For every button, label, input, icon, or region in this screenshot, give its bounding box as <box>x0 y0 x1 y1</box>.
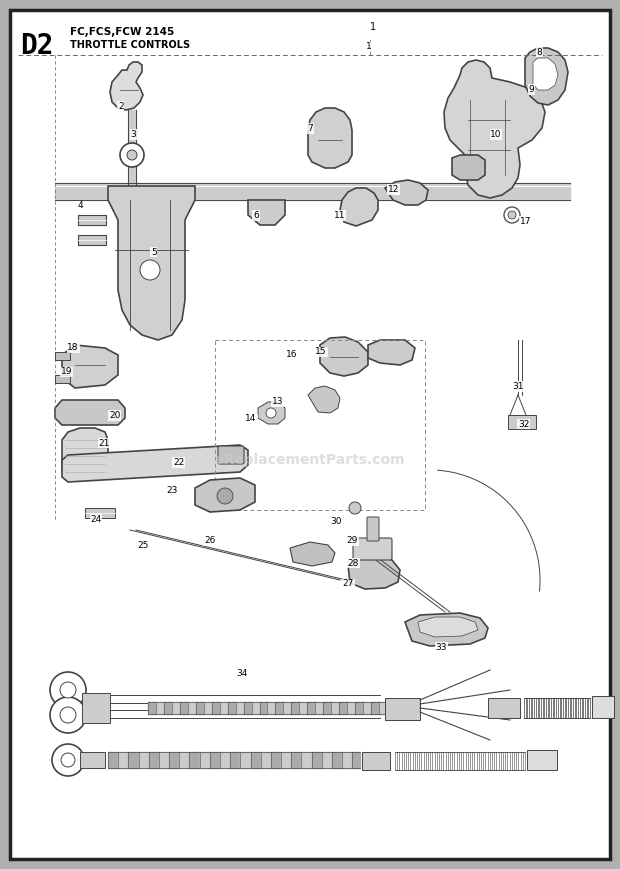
FancyBboxPatch shape <box>353 538 392 560</box>
Text: 31: 31 <box>512 382 523 391</box>
Polygon shape <box>385 180 428 205</box>
FancyBboxPatch shape <box>82 693 110 723</box>
Text: 6: 6 <box>253 211 259 220</box>
Polygon shape <box>405 613 488 646</box>
Text: 14: 14 <box>246 415 257 423</box>
Text: 21: 21 <box>99 439 110 448</box>
Text: D2: D2 <box>20 32 53 60</box>
Text: 7: 7 <box>307 124 313 133</box>
Circle shape <box>50 697 86 733</box>
Bar <box>215 340 425 510</box>
Text: 30: 30 <box>330 517 342 526</box>
FancyBboxPatch shape <box>10 10 610 859</box>
Polygon shape <box>368 340 415 365</box>
Polygon shape <box>348 556 400 589</box>
Text: 10: 10 <box>490 130 502 139</box>
FancyBboxPatch shape <box>488 698 520 718</box>
Polygon shape <box>320 337 368 376</box>
Circle shape <box>60 707 76 723</box>
Circle shape <box>140 260 160 280</box>
Polygon shape <box>308 108 352 168</box>
Text: 11: 11 <box>334 211 345 220</box>
Text: 8: 8 <box>536 48 542 56</box>
Polygon shape <box>452 155 485 180</box>
Text: 18: 18 <box>68 343 79 352</box>
Text: 28: 28 <box>348 559 359 567</box>
Text: FC,FCS,FCW 2145: FC,FCS,FCW 2145 <box>70 27 174 37</box>
Text: 26: 26 <box>204 536 215 545</box>
Polygon shape <box>55 400 125 425</box>
Circle shape <box>52 744 84 776</box>
Text: 32: 32 <box>518 420 529 428</box>
Text: THROTTLE CONTROLS: THROTTLE CONTROLS <box>70 40 190 50</box>
Text: 19: 19 <box>61 368 73 376</box>
Text: 22: 22 <box>173 458 184 467</box>
Polygon shape <box>290 542 335 566</box>
FancyBboxPatch shape <box>85 508 115 518</box>
FancyBboxPatch shape <box>592 696 614 718</box>
Text: 15: 15 <box>316 348 327 356</box>
Polygon shape <box>110 62 143 110</box>
Text: 16: 16 <box>286 350 297 359</box>
Polygon shape <box>525 48 568 105</box>
Polygon shape <box>308 386 340 413</box>
Polygon shape <box>533 58 558 90</box>
Text: 34: 34 <box>236 669 247 678</box>
FancyBboxPatch shape <box>55 375 70 383</box>
FancyBboxPatch shape <box>78 235 106 245</box>
Text: 29: 29 <box>347 536 358 545</box>
FancyBboxPatch shape <box>508 415 536 429</box>
Text: 33: 33 <box>436 643 447 652</box>
Polygon shape <box>62 428 108 478</box>
Text: 17: 17 <box>520 217 531 226</box>
Text: 3: 3 <box>130 130 136 139</box>
Text: 25: 25 <box>137 541 148 550</box>
Circle shape <box>504 207 520 223</box>
Circle shape <box>50 672 86 708</box>
Polygon shape <box>62 445 248 482</box>
Polygon shape <box>248 200 285 225</box>
Polygon shape <box>418 617 478 637</box>
FancyBboxPatch shape <box>527 750 557 770</box>
Circle shape <box>120 143 144 167</box>
Text: 1: 1 <box>370 22 376 32</box>
Text: eReplacementParts.com: eReplacementParts.com <box>215 453 405 467</box>
Text: 23: 23 <box>167 487 178 495</box>
Polygon shape <box>258 402 285 424</box>
FancyBboxPatch shape <box>55 352 70 360</box>
Polygon shape <box>62 345 118 388</box>
FancyBboxPatch shape <box>78 215 106 225</box>
Text: 9: 9 <box>528 85 534 94</box>
Text: 12: 12 <box>388 185 399 194</box>
Text: 5: 5 <box>151 248 157 256</box>
Circle shape <box>508 211 516 219</box>
FancyBboxPatch shape <box>385 698 420 720</box>
Polygon shape <box>340 188 378 226</box>
Polygon shape <box>195 478 255 512</box>
Circle shape <box>349 502 361 514</box>
Polygon shape <box>444 60 545 198</box>
Text: 27: 27 <box>343 580 354 588</box>
Text: 24: 24 <box>91 515 102 524</box>
Circle shape <box>217 488 233 504</box>
Text: 20: 20 <box>109 411 120 420</box>
Circle shape <box>127 150 137 160</box>
FancyBboxPatch shape <box>362 752 390 770</box>
Text: 2: 2 <box>118 102 124 110</box>
Text: 13: 13 <box>272 397 283 406</box>
Text: 1: 1 <box>366 43 372 51</box>
Polygon shape <box>108 186 195 340</box>
FancyBboxPatch shape <box>218 446 244 464</box>
Circle shape <box>60 682 76 698</box>
FancyBboxPatch shape <box>367 517 379 541</box>
Text: 4: 4 <box>78 202 84 210</box>
Circle shape <box>61 753 75 767</box>
Circle shape <box>266 408 276 418</box>
FancyBboxPatch shape <box>80 752 105 768</box>
